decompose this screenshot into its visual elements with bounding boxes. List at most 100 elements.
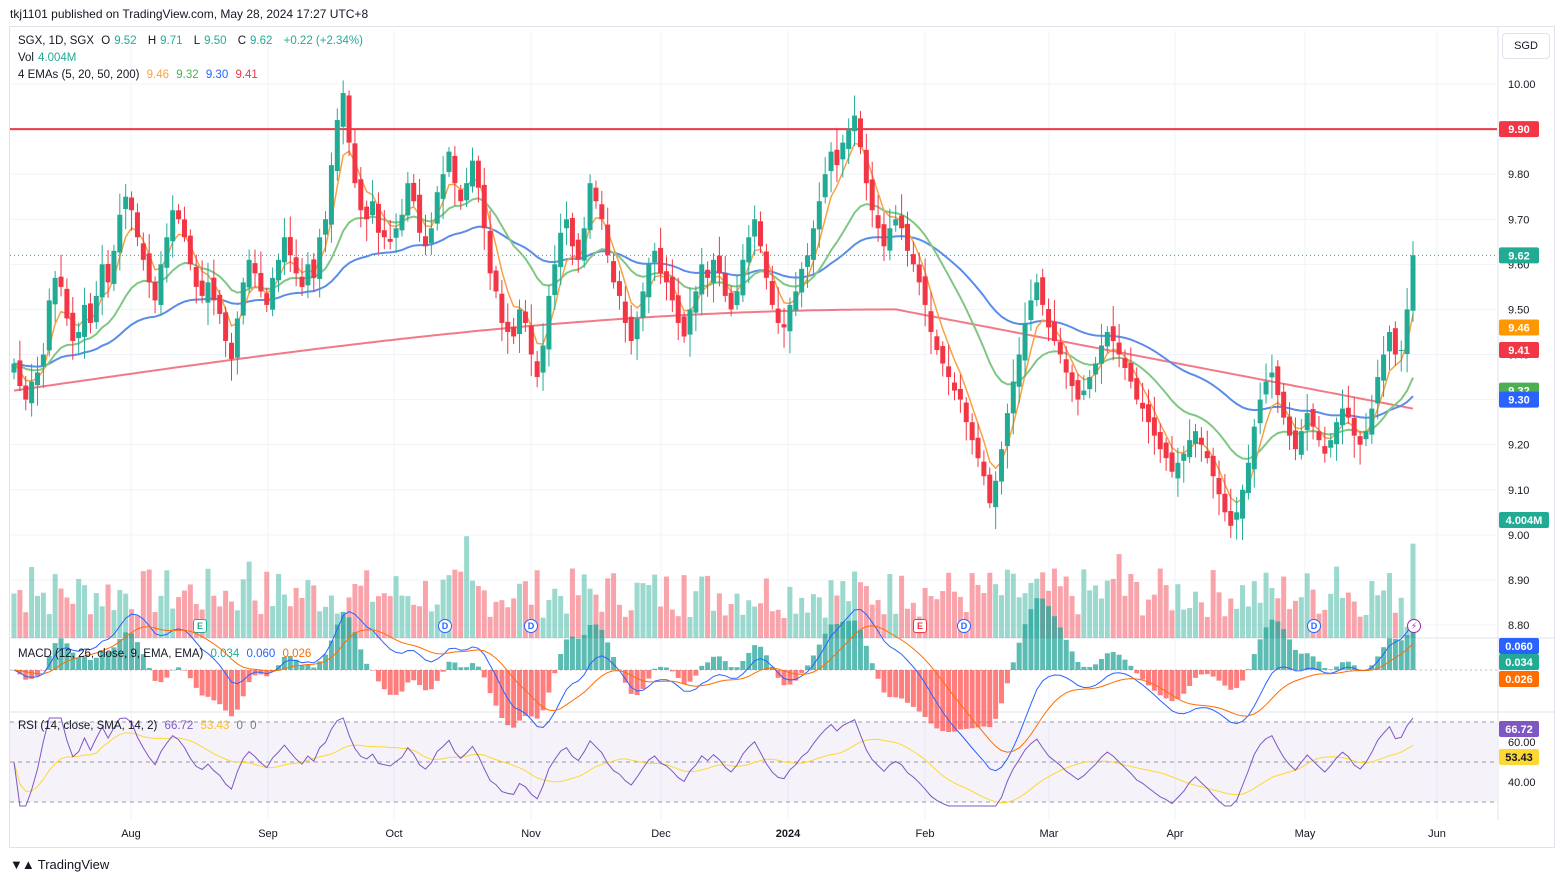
macd-histogram-bar — [1010, 662, 1016, 670]
candle-body — [528, 325, 534, 355]
macd-histogram-bar — [1116, 654, 1122, 670]
volume-bar — [246, 561, 252, 638]
candle-body — [987, 474, 993, 504]
candle-body — [587, 183, 593, 231]
macd-histogram-bar — [716, 656, 722, 670]
event-marker-flash-icon[interactable]: ⚡ — [1407, 619, 1421, 633]
macd-histogram-bar — [1040, 598, 1046, 670]
macd-histogram-bar — [446, 661, 452, 670]
tradingview-logo-icon: ▼▲ — [10, 857, 35, 872]
candle-body — [258, 272, 264, 292]
candle-body — [1128, 362, 1134, 382]
volume-bar — [1363, 614, 1369, 638]
candle-body — [622, 301, 628, 323]
volume-bar — [1057, 586, 1063, 638]
price-tick-label: 9.70 — [1508, 214, 1529, 226]
candle-body — [458, 189, 464, 202]
macd-hist-value: 0.034 — [210, 648, 240, 660]
macd-histogram-bar — [904, 670, 910, 703]
macd-histogram-bar — [540, 670, 546, 711]
resistance-price-tag-bg — [1499, 121, 1539, 138]
volume-bar — [1081, 569, 1087, 638]
candle-body — [40, 354, 46, 367]
event-marker-d-icon[interactable]: D — [1307, 619, 1321, 633]
event-marker-e-icon[interactable]: E — [913, 619, 927, 633]
candle-body — [1063, 359, 1069, 373]
candle-body — [822, 174, 828, 198]
volume-bar — [70, 603, 76, 638]
volume-bar — [981, 593, 987, 638]
volume-bar — [711, 610, 716, 638]
candle-body — [464, 183, 470, 201]
rsi-line — [13, 717, 1414, 807]
candle-body — [58, 276, 64, 287]
symbol-name[interactable]: SGX, 1D, SGX — [18, 35, 95, 47]
macd-histogram-bar — [117, 639, 123, 670]
volume-bar — [276, 573, 282, 638]
candle-body — [11, 363, 17, 373]
event-marker-e-icon[interactable]: E — [193, 619, 207, 633]
candle-body — [722, 272, 728, 296]
volume-bar — [281, 594, 287, 638]
candle-body — [399, 214, 405, 231]
volume-bar — [722, 615, 728, 638]
candle-body — [1122, 358, 1128, 369]
candle-body — [799, 268, 805, 293]
candle-body — [76, 331, 82, 339]
candle-body — [552, 264, 558, 296]
candle-body — [1334, 422, 1340, 445]
macd-histogram-bar — [840, 621, 846, 670]
macd-histogram-bar — [1245, 669, 1251, 670]
macd-histogram-bar — [1016, 642, 1022, 670]
candle-body — [311, 259, 317, 278]
price-tick-label: 8.90 — [1508, 575, 1529, 587]
candle-body — [228, 342, 234, 360]
currency-button[interactable]: SGD — [1502, 33, 1550, 59]
macd-histogram-bar — [1098, 658, 1104, 670]
macd-histogram-bar — [111, 647, 117, 670]
macd-histogram-bar — [1004, 670, 1010, 684]
macd-histogram-bar — [352, 632, 358, 670]
ema50-value: 9.30 — [205, 69, 229, 81]
candle-body — [23, 385, 29, 400]
candle-body — [1145, 404, 1151, 423]
candle-body — [1316, 431, 1322, 441]
volume-bar — [458, 571, 464, 638]
event-marker-d-icon[interactable]: D — [524, 619, 538, 633]
volume-bar — [681, 575, 687, 638]
volume-bar — [1093, 585, 1099, 638]
candle-body — [769, 280, 775, 305]
event-marker-d-icon[interactable]: D — [957, 619, 971, 633]
macd-histogram-bar — [105, 651, 111, 670]
volume-bar — [211, 595, 217, 638]
candle-body — [699, 264, 705, 295]
macd-histogram-bar — [475, 666, 481, 670]
macd-histogram-bar — [517, 670, 523, 721]
macd-histogram-bar — [1287, 639, 1293, 670]
volume-bar — [258, 614, 264, 638]
candle-body — [640, 291, 646, 319]
rsi-value: 66.72 — [164, 720, 194, 732]
candle-body — [752, 219, 758, 237]
macd-histogram-bar — [869, 663, 875, 670]
macd-histogram-bar — [152, 670, 158, 681]
macd-histogram-bar — [863, 645, 869, 670]
candle-body — [1392, 328, 1398, 355]
candle-body — [816, 201, 822, 230]
volume-bar — [505, 607, 511, 638]
macd-histogram-bar — [340, 611, 346, 670]
candle-body — [1269, 372, 1275, 378]
time-tick-label: Aug — [121, 828, 141, 840]
macd-histogram-bar — [652, 668, 658, 670]
macd-histogram-bar — [1157, 670, 1163, 696]
macd-histogram-bar — [564, 639, 570, 670]
volume-bar — [1075, 614, 1081, 638]
macd-histogram-bar — [387, 670, 393, 695]
volume-bar — [405, 596, 411, 638]
candle-body — [1292, 430, 1298, 450]
volume-bar — [352, 584, 358, 638]
macd-histogram-bar — [1310, 656, 1316, 670]
event-marker-d-icon[interactable]: D — [438, 619, 452, 633]
volume-bar — [605, 578, 611, 638]
